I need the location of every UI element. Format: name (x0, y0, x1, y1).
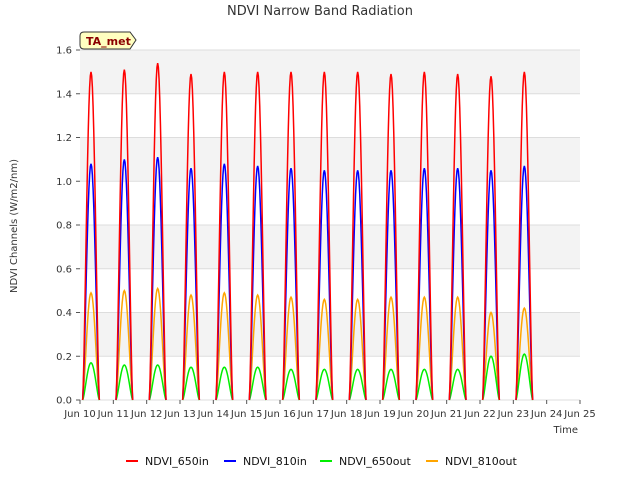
x-tick-label: Jun 16 (263, 409, 296, 420)
x-tick-label: Jun 12 (130, 409, 163, 420)
x-tick-label: Jun 11 (97, 409, 130, 420)
plot-band (80, 50, 580, 94)
x-tick-label: Jun 23 (497, 409, 530, 420)
y-tick-label: 0.8 (56, 221, 72, 232)
y-axis-ticks: 0.0 0.2 0.4 0.6 0.8 1.0 1.2 1.4 1.6 (56, 46, 80, 407)
series-lines (81, 63, 534, 401)
y-tick-label: 0.6 (56, 264, 72, 275)
x-tick-label: Jun 21 (430, 409, 463, 420)
x-tick-label: Jun 18 (330, 409, 363, 420)
legend-label-ndvi_810out: NDVI_810out (445, 455, 517, 468)
x-tick-label: Jun 10 (63, 409, 96, 420)
series-line-ndvi_650out (81, 353, 534, 401)
ta-met-badge: TA_met (79, 31, 137, 50)
x-tick-label: Jun 15 (230, 409, 263, 420)
plot-area (80, 49, 580, 401)
legend-label-ndvi_810in: NDVI_810in (243, 455, 307, 468)
x-tick-label: Jun 22 (463, 409, 496, 420)
series-line-ndvi_810out (81, 286, 534, 401)
plot-band (80, 137, 580, 182)
y-tick-label: 1.4 (56, 89, 72, 100)
y-tick-label: 1.0 (56, 177, 72, 188)
x-tick-label: Jun 14 (197, 409, 230, 420)
x-tick-label: Jun 13 (163, 409, 196, 420)
y-axis-title: NDVI Channels (W/m2/nm) (9, 159, 20, 293)
x-axis-title: Time (553, 425, 578, 436)
series-line-ndvi_810in (81, 157, 534, 401)
badge-shape (79, 31, 137, 50)
y-tick-label: 0.0 (56, 396, 72, 407)
badge-label: TA_met (86, 35, 131, 48)
legend: NDVI_650in NDVI_810in NDVI_650out NDVI_810o… (126, 455, 517, 468)
legend-label-ndvi_650out: NDVI_650out (339, 455, 411, 468)
y-tick-label: 0.2 (56, 352, 72, 363)
chart-title: NDVI Narrow Band Radiation (227, 4, 413, 19)
x-tick-label: Jun 25 (563, 409, 596, 420)
x-axis-ticks: Jun 10 Jun 11 Jun 12 Jun 13 Jun 14 Jun 15 Jun … (63, 400, 596, 420)
y-tick-label: 0.4 (56, 308, 72, 319)
x-tick-label: Jun 19 (363, 409, 396, 420)
y-tick-label: 1.2 (56, 133, 72, 144)
y-tick-label: 1.6 (56, 46, 72, 57)
series-line-ndvi_650in (81, 63, 534, 401)
legend-label-ndvi_650in: NDVI_650in (145, 455, 209, 468)
x-tick-label: Jun 24 (530, 409, 563, 420)
x-tick-label: Jun 20 (397, 409, 430, 420)
x-tick-label: Jun 17 (297, 409, 330, 420)
